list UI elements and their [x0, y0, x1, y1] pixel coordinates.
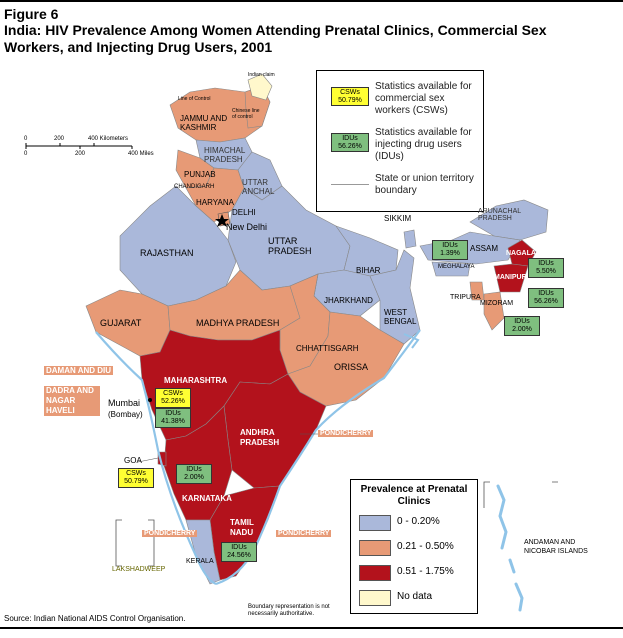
label-gujarat: GUJARAT	[100, 318, 142, 328]
goa-leader	[137, 457, 159, 463]
label-andhra: ANDHRA PRADESH	[240, 428, 280, 447]
csw-chip: CSWs 50.79%	[331, 87, 369, 106]
label-haryana: HARYANA	[196, 198, 234, 207]
region-mizoram	[483, 291, 505, 331]
label-new-delhi: New Delhi	[226, 222, 268, 232]
coast-west	[95, 331, 217, 586]
scale-mi-0: 0	[24, 151, 28, 157]
swatch-nodata-label: No data	[397, 591, 433, 602]
swatch-high-label: 0.51 - 1.75%	[397, 566, 454, 577]
stat-manipur-idu: IDUs 56.26%	[528, 288, 564, 308]
label-uttaranchal: UTTAR ANCHAL	[242, 178, 275, 196]
label-goa: GOA	[124, 456, 142, 465]
region-west-bengal	[369, 249, 421, 345]
label-sikkim: SIKKIM	[384, 214, 412, 223]
top-rule	[0, 0, 623, 2]
label-dadra: DADRA AND NAGAR HAVELI	[44, 386, 100, 416]
label-madhya-pradesh: MADHYA PRADESH	[196, 318, 280, 328]
lakshadweep-bracket	[115, 519, 155, 567]
label-uttar-pradesh: UTTAR PRADESH	[268, 236, 312, 256]
scale-mi-200: 200	[75, 151, 86, 157]
label-tamil-nadu: TAMIL NADU	[230, 518, 254, 537]
label-line-of-control: Line of Control	[178, 96, 211, 102]
label-pondicherry-west: PONDICHERRY	[142, 530, 198, 537]
label-assam: ASSAM	[470, 244, 499, 253]
label-rajasthan: RAJASTHAN	[140, 248, 194, 258]
swatch-mid-label: 0.21 - 0.50%	[397, 541, 454, 552]
label-jammu-kashmir: JAMMU AND KASHMIR	[180, 114, 228, 132]
scale-km-200: 200	[54, 136, 65, 142]
label-maharashtra: MAHARASHTRA	[164, 376, 228, 385]
figure-label: Figure 6	[4, 6, 59, 22]
idu-legend-text: Statistics available for injecting drug …	[375, 127, 472, 162]
boundary-legend-text: State or union territory boundary	[375, 173, 474, 196]
stat-mumbai-idu: IDUs 41.38%	[155, 408, 191, 428]
region-manipur	[493, 263, 529, 293]
mumbai-dot-icon	[148, 398, 152, 402]
label-bombay: (Bombay)	[108, 410, 143, 419]
stat-mizoram-idu: IDUs 2.00%	[504, 316, 540, 336]
stat-goa-csw: CSWs 50.79%	[118, 468, 154, 488]
prevalence-legend: Prevalence at Prenatal Clinics 0 - 0.20%…	[350, 479, 478, 614]
label-chhattisgarh: CHHATTISGARH	[296, 344, 359, 353]
boundary-line-swatch	[331, 184, 369, 185]
region-indian-claim	[247, 73, 273, 101]
label-nagaland: NAGALAND	[506, 250, 547, 257]
label-delhi: DELHI	[232, 208, 256, 217]
label-punjab: PUNJAB	[184, 170, 216, 179]
label-himachal: HIMACHAL PRADESH	[204, 146, 246, 164]
idu-chip: IDUs 56.26%	[331, 133, 369, 152]
page-title: India: HIV Prevalence Among Women Attend…	[4, 22, 547, 55]
region-karnataka	[163, 405, 233, 521]
label-tripura: TRIPURA	[450, 294, 481, 301]
swatch-nodata	[359, 590, 391, 606]
scale-km-400: 400 Kilometers	[88, 136, 129, 142]
label-west-bengal: WEST BENGAL	[384, 308, 417, 326]
swatch-low	[359, 515, 391, 531]
andaman-islands	[496, 484, 524, 612]
scale-mi-400: 400 Miles	[128, 151, 154, 157]
label-pondicherry-south: PONDICHERRY	[276, 530, 332, 537]
stat-mumbai-csw: CSWs 52.26%	[155, 388, 191, 408]
scale-km-0: 0	[24, 136, 28, 142]
bottom-rule	[0, 627, 623, 629]
stat-karnataka-idu: IDUs 2.00%	[176, 464, 212, 484]
andaman-frame	[483, 481, 558, 508]
label-pondicherry-east: PONDICHERRY	[318, 430, 374, 437]
label-mizoram: MIZORAM	[480, 300, 514, 307]
label-karnataka: KARNATAKA	[182, 494, 232, 503]
swatch-low-label: 0 - 0.20%	[397, 516, 440, 527]
swatch-high	[359, 565, 391, 581]
label-bihar: BIHAR	[356, 266, 381, 275]
label-manipur: MANIPUR	[494, 274, 527, 281]
swatch-mid	[359, 540, 391, 556]
symbol-legend: CSWs 50.79% Statistics available for com…	[316, 70, 484, 212]
new-delhi-star-icon	[215, 214, 229, 227]
stat-meghalaya-idu: IDUs 1.39%	[432, 240, 468, 260]
label-chandigarh: CHANDIGARH	[174, 184, 215, 190]
stat-tamil-idu: IDUs 24.56%	[221, 542, 257, 562]
csw-legend-text: Statistics available for commercial sex …	[375, 81, 472, 116]
label-arunachal: ARUNACHAL PRADESH	[478, 208, 521, 222]
label-kerala: KERALA	[186, 558, 214, 565]
label-indian-claim: Indian claim	[248, 72, 275, 78]
boundary-note: Boundary representation is not necessari…	[248, 604, 330, 617]
label-lakshadweep: LAKSHADWEEP	[112, 566, 166, 573]
source-note: Source: Indian National AIDS Control Org…	[4, 614, 186, 623]
stat-nagaland-idu: IDUs 5.50%	[528, 258, 564, 278]
label-jharkhand: JHARKHAND	[324, 296, 373, 305]
label-meghalaya: MEGHALAYA	[438, 264, 475, 270]
label-chinese-line: Chinese line of control	[232, 108, 260, 120]
label-daman-diu: DAMAN AND DIU	[44, 366, 114, 375]
region-meghalaya	[431, 261, 471, 277]
prevalence-legend-title: Prevalence at Prenatal Clinics	[360, 484, 468, 507]
label-orissa: ORISSA	[334, 362, 369, 372]
river-delta	[403, 333, 420, 349]
label-andaman: ANDAMAN AND NICOBAR ISLANDS	[524, 539, 588, 555]
region-sikkim	[403, 229, 417, 249]
label-mumbai: Mumbai	[108, 398, 141, 408]
